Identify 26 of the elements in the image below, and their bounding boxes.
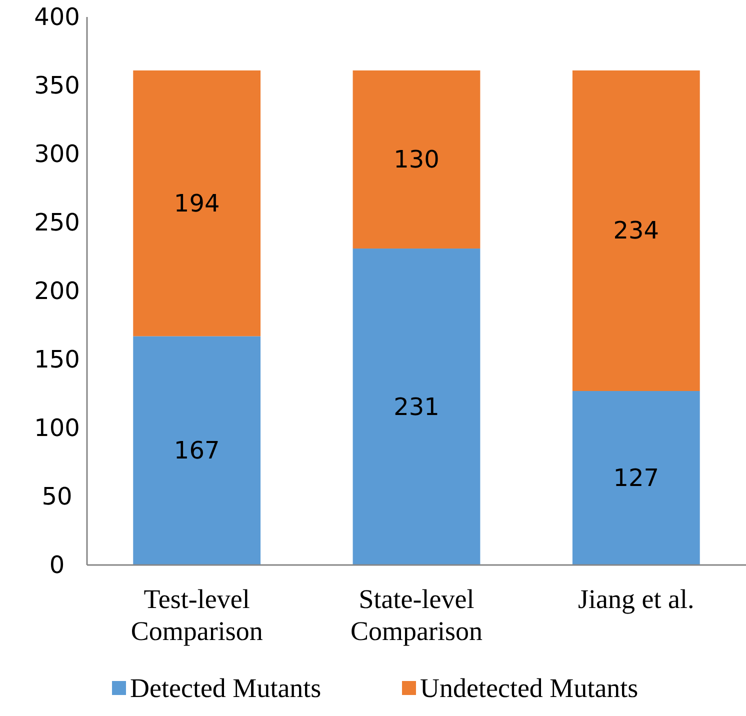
bar xyxy=(352,70,480,249)
y-tick-label: 100 xyxy=(34,414,80,442)
y-tick-label: 150 xyxy=(34,346,80,374)
legend-label: Detected Mutants xyxy=(130,673,322,703)
data-label: 234 xyxy=(613,216,660,245)
y-tick-label: 50 xyxy=(42,482,72,510)
x-tick-label: Jiang et al. xyxy=(578,584,694,614)
data-label: 231 xyxy=(394,392,440,421)
y-tick-label: 300 xyxy=(34,140,80,168)
bar xyxy=(352,248,480,565)
y-tick-label: 400 xyxy=(34,3,80,31)
bar xyxy=(133,336,261,565)
legend-label: Undetected Mutants xyxy=(420,673,638,703)
bar xyxy=(133,70,261,336)
bar xyxy=(572,70,700,392)
data-label: 167 xyxy=(174,436,220,465)
bar xyxy=(572,391,700,565)
data-label: 194 xyxy=(174,189,220,218)
y-tick-label: 250 xyxy=(34,208,80,236)
x-tick-label: Test-level Comparison xyxy=(130,584,264,646)
y-tick-label: 200 xyxy=(34,277,80,305)
data-label: 130 xyxy=(394,145,440,174)
y-tick-label: 350 xyxy=(34,72,80,100)
data-label: 127 xyxy=(613,464,660,492)
y-tick-label: 0 xyxy=(49,551,65,579)
x-tick-label: State-level Comparison xyxy=(350,584,483,646)
